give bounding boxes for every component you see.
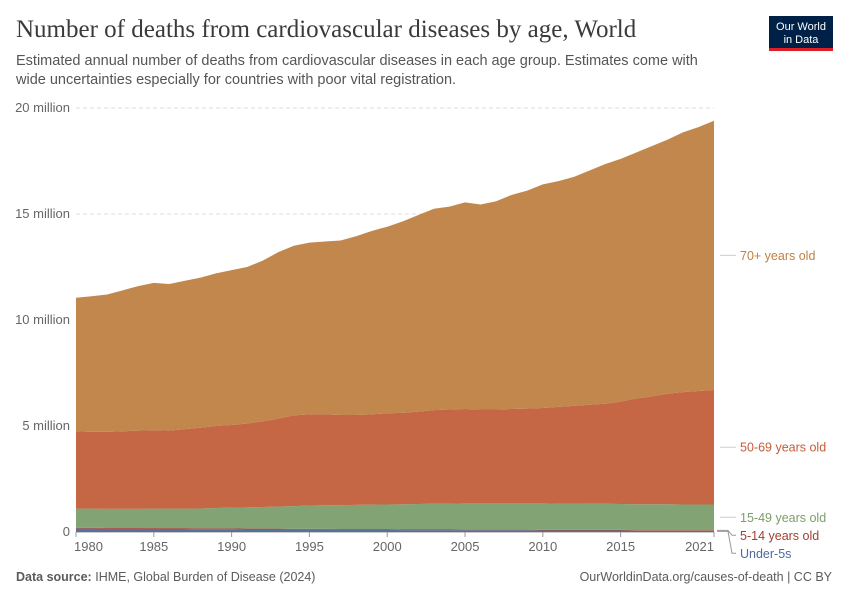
logo-text: Our World [776,21,826,33]
y-tick-label: 20 million [15,100,70,115]
y-tick-label: 15 million [15,206,70,221]
x-tick-label: 2000 [373,539,402,554]
logo [769,16,833,51]
area [76,527,714,531]
x-tick-label: 2015 [606,539,635,554]
area [76,120,714,432]
x-tick-label: 1980 [74,539,103,554]
subtitle-line: Estimated annual number of deaths from c… [16,53,698,69]
area [76,528,714,532]
legend-label: 70+ years old [740,249,815,263]
legend-label: Under-5s [740,547,791,561]
x-tick-label: 2010 [528,539,557,554]
subtitle-text: Estimated annual number of deaths from c… [15,53,698,88]
label-connector [717,529,736,536]
area [76,389,714,509]
area [76,503,714,531]
legend-label: 5-14 years old [740,529,819,543]
x-tick-label: 1995 [295,539,324,554]
url: OurWorldinData.org/causes-of-death | CC … [580,570,833,584]
y-tick-label: 10 million [15,312,70,327]
x-tick-label: 2021 [685,539,714,554]
y-tick-label: 5 million [22,418,70,433]
subtitle-line: wide uncertainties especially for countr… [15,72,456,88]
source-text: IHME, Global Burden of Disease (2024) [95,570,315,584]
label-connector [717,530,736,554]
legend-label: 50-69 years old [740,441,826,455]
source-label: Data source: [16,570,92,584]
logo-text: in Data [784,34,820,46]
x-tick-label: 2005 [451,539,480,554]
x-tick-label: 1990 [217,539,246,554]
y-tick-label: 0 [63,524,70,539]
x-tick-label: 1985 [139,539,168,554]
source: Data source: IHME, Global Burden of Dise… [16,570,315,584]
logo-bar [769,48,833,51]
subtitle: Estimated annual number of deaths from c… [15,53,698,88]
legend-label: 15-49 years old [740,511,826,525]
chart-title: Number of deaths from cardiovascular dis… [16,16,637,43]
